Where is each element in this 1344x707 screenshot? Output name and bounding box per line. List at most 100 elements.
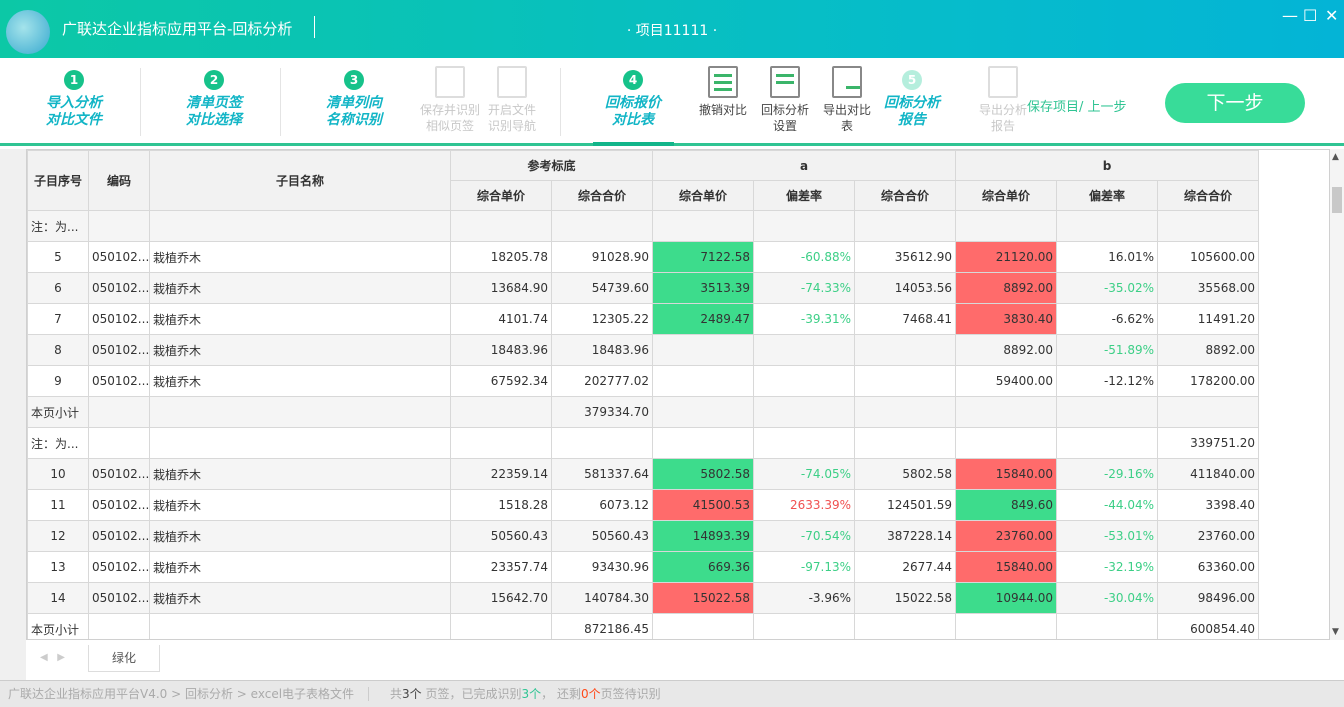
table-cell[interactable]: 23357.74 (450, 551, 552, 583)
table-cell[interactable] (652, 334, 755, 366)
table-cell[interactable] (149, 427, 451, 459)
table-cell[interactable]: 2633.39% (753, 489, 856, 521)
step-comparison-table[interactable]: 4 回标报价 对比表 (573, 70, 693, 129)
table-cell[interactable]: -12.12% (1056, 365, 1159, 397)
table-row[interactable]: 注：为... (27, 210, 1260, 242)
table-cell[interactable]: 1518.28 (450, 489, 552, 521)
table-cell[interactable] (550, 427, 654, 459)
table-cell[interactable]: 7468.41 (854, 303, 957, 335)
table-cell[interactable]: 15022.58 (854, 582, 957, 614)
save-project-prev-link[interactable]: 保存项目/ 上一步 (1027, 100, 1127, 115)
table-cell[interactable]: 15022.58 (652, 582, 755, 614)
table-cell[interactable] (149, 613, 451, 639)
table-cell[interactable]: -60.88% (753, 241, 856, 273)
table-cell[interactable]: 050102... (88, 272, 150, 304)
minimize-button[interactable]: — (1282, 6, 1298, 25)
table-cell[interactable] (955, 613, 1058, 639)
table-cell[interactable]: 140784.30 (550, 582, 654, 614)
table-cell[interactable]: 178200.00 (1157, 365, 1260, 397)
table-cell[interactable]: 栽植乔木 (149, 272, 451, 304)
export-report-button[interactable]: 导出分析 报告 (973, 66, 1033, 134)
table-cell[interactable]: 10 (27, 458, 89, 490)
step-sheet-select[interactable]: 2 清单页签 对比选择 (154, 70, 274, 129)
table-cell[interactable]: -6.62% (1056, 303, 1159, 335)
table-cell[interactable]: 14893.39 (652, 520, 755, 552)
table-cell[interactable] (854, 613, 957, 639)
table-cell[interactable]: 7122.58 (652, 241, 755, 273)
table-cell[interactable]: 13684.90 (450, 272, 552, 304)
table-cell[interactable]: 50560.43 (450, 520, 552, 552)
table-row[interactable]: 14 050102... 栽植乔木 15642.70 140784.30 15022.58… (27, 582, 1260, 614)
header-total-price[interactable]: 综合合价 (1157, 180, 1260, 211)
table-cell[interactable]: -39.31% (753, 303, 856, 335)
table-cell[interactable]: 18483.96 (450, 334, 552, 366)
table-cell[interactable]: -35.02% (1056, 272, 1159, 304)
table-cell[interactable] (854, 427, 957, 459)
table-cell[interactable]: 注：为... (27, 210, 89, 242)
header-seq[interactable]: 子目序号 (27, 150, 89, 211)
table-cell[interactable]: 18483.96 (550, 334, 654, 366)
table-cell[interactable] (1056, 613, 1159, 639)
table-cell[interactable]: -32.19% (1056, 551, 1159, 583)
table-cell[interactable] (149, 396, 451, 428)
table-cell[interactable]: 59400.00 (955, 365, 1058, 397)
tab-nav-arrows-icon[interactable]: ◀ ▶ (40, 652, 65, 663)
table-cell[interactable]: 050102... (88, 303, 150, 335)
table-cell[interactable] (854, 396, 957, 428)
table-cell[interactable]: 35568.00 (1157, 272, 1260, 304)
table-cell[interactable]: 2489.47 (652, 303, 755, 335)
header-unit-price[interactable]: 综合单价 (450, 180, 552, 211)
table-cell[interactable]: 栽植乔木 (149, 582, 451, 614)
table-row[interactable]: 本页小计 872186.45 600854.40 (27, 613, 1260, 639)
table-cell[interactable]: 栽植乔木 (149, 551, 451, 583)
table-cell[interactable]: 3830.40 (955, 303, 1058, 335)
table-cell[interactable]: 050102... (88, 241, 150, 273)
table-cell[interactable]: 669.36 (652, 551, 755, 583)
table-cell[interactable]: 050102... (88, 582, 150, 614)
table-cell[interactable]: 50560.43 (550, 520, 654, 552)
table-cell[interactable]: -74.05% (753, 458, 856, 490)
table-cell[interactable]: 8 (27, 334, 89, 366)
table-cell[interactable]: -51.89% (1056, 334, 1159, 366)
table-row[interactable]: 5 050102... 栽植乔木 18205.78 91028.90 7122.58 -60… (27, 241, 1260, 273)
table-cell[interactable]: 3398.40 (1157, 489, 1260, 521)
table-cell[interactable]: 67592.34 (450, 365, 552, 397)
table-cell[interactable] (854, 365, 957, 397)
table-cell[interactable] (652, 365, 755, 397)
table-cell[interactable] (1157, 396, 1260, 428)
step-analysis-report[interactable]: 5 回标分析 报告 (852, 70, 972, 129)
table-cell[interactable]: 050102... (88, 365, 150, 397)
table-cell[interactable] (652, 427, 755, 459)
table-cell[interactable]: 411840.00 (1157, 458, 1260, 490)
table-cell[interactable]: 98496.00 (1157, 582, 1260, 614)
table-cell[interactable]: 21120.00 (955, 241, 1058, 273)
table-cell[interactable]: 栽植乔木 (149, 334, 451, 366)
table-cell[interactable]: 15840.00 (955, 551, 1058, 583)
undo-compare-button[interactable]: 撤销对比 (693, 66, 753, 118)
table-cell[interactable] (955, 427, 1058, 459)
table-cell[interactable] (88, 427, 150, 459)
table-cell[interactable]: 93430.96 (550, 551, 654, 583)
table-cell[interactable]: 14053.56 (854, 272, 957, 304)
table-cell[interactable]: 8892.00 (955, 334, 1058, 366)
table-cell[interactable]: -3.96% (753, 582, 856, 614)
table-cell[interactable]: 8892.00 (1157, 334, 1260, 366)
table-cell[interactable]: 6 (27, 272, 89, 304)
table-cell[interactable]: 35612.90 (854, 241, 957, 273)
table-cell[interactable]: 16.01% (1056, 241, 1159, 273)
table-cell[interactable] (450, 613, 552, 639)
table-cell[interactable]: 11491.20 (1157, 303, 1260, 335)
table-row[interactable]: 9 050102... 栽植乔木 67592.34 202777.02 59400.00-… (27, 365, 1260, 397)
table-cell[interactable]: 6073.12 (550, 489, 654, 521)
table-cell[interactable]: 栽植乔木 (149, 303, 451, 335)
table-cell[interactable] (1056, 396, 1159, 428)
table-cell[interactable] (1056, 210, 1159, 242)
table-cell[interactable]: 5 (27, 241, 89, 273)
table-cell[interactable]: 379334.70 (550, 396, 654, 428)
table-cell[interactable]: 14 (27, 582, 89, 614)
next-step-button[interactable]: 下一步 (1165, 83, 1305, 123)
table-cell[interactable]: 9 (27, 365, 89, 397)
table-row[interactable]: 12 050102... 栽植乔木 50560.43 50560.43 14893.39-… (27, 520, 1260, 552)
header-name[interactable]: 子目名称 (149, 150, 451, 211)
scroll-up-icon[interactable]: ▲ (1332, 152, 1339, 162)
